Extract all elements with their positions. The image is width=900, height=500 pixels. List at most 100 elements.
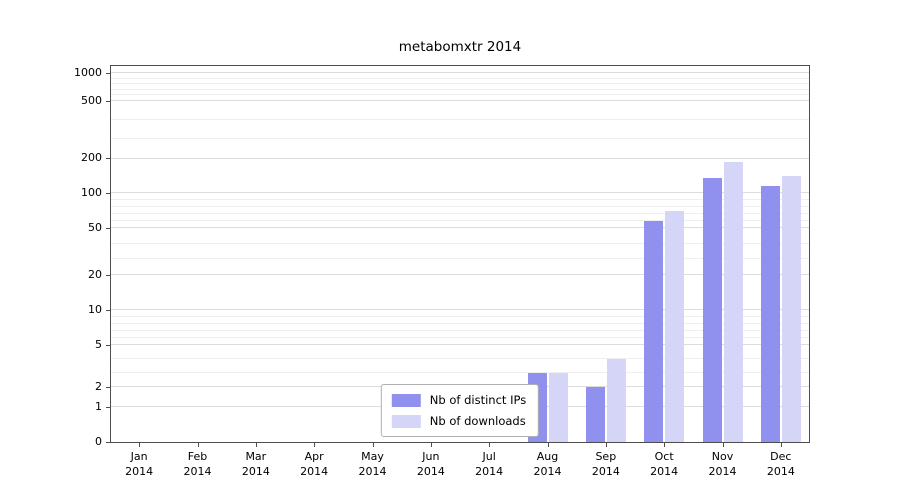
x-tick-mark [722, 443, 724, 447]
legend-label: Nb of distinct IPs [429, 393, 527, 407]
x-tick-mark [430, 443, 432, 447]
gridline [111, 343, 809, 345]
y-tick-mark [106, 442, 110, 443]
bar-downloads-oct [665, 210, 685, 442]
x-tick-month: Dec [770, 450, 792, 463]
x-tick-year: 2014 [241, 465, 270, 478]
x-tick-mark [780, 443, 782, 447]
y-tick-mark [106, 275, 110, 277]
x-tick-year: 2014 [125, 465, 154, 478]
y-tick-mark [106, 344, 110, 346]
x-tick-mark [255, 443, 257, 447]
gridline [111, 329, 809, 331]
y-tick-mark [106, 309, 110, 311]
x-tick-label: Oct 2014 [635, 449, 694, 479]
gridline [111, 199, 809, 201]
legend-swatch-icon [391, 414, 421, 428]
bar-downloads-dec [781, 175, 801, 442]
x-tick-month: Feb [187, 450, 208, 463]
y-tick-label: 5 [95, 337, 102, 351]
y-tick-label: 1 [95, 400, 102, 414]
gridline [111, 88, 809, 90]
legend: Nb of distinct IPs Nb of downloads [380, 384, 540, 437]
x-tick-label: Aug 2014 [518, 449, 577, 479]
gridline [111, 227, 809, 229]
gridline [111, 315, 809, 317]
gridline [111, 77, 809, 79]
x-tick-year: 2014 [300, 465, 329, 478]
x-tick-year: 2014 [650, 465, 679, 478]
y-tick-label: 2 [95, 380, 102, 394]
gridline [111, 336, 809, 338]
y-tick-label: 500 [81, 93, 102, 107]
x-tick-year: 2014 [708, 465, 737, 478]
x-tick-label: Sep 2014 [576, 449, 635, 479]
gridline [111, 119, 809, 121]
y-tick-label: 0 [95, 435, 102, 448]
y-tick-mark [106, 193, 110, 195]
x-tick-year: 2014 [416, 465, 445, 478]
chart-title: metabomxtr 2014 [398, 39, 522, 55]
gridline [111, 138, 809, 140]
x-tick-year: 2014 [591, 465, 620, 478]
y-tick-mark [106, 158, 110, 160]
y-tick-label: 1000 [74, 66, 102, 80]
plot-area: Nb of distinct IPs Nb of downloads [110, 65, 810, 443]
y-tick-label: 100 [81, 186, 102, 200]
x-tick-mark [372, 443, 374, 447]
x-tick-label: Jul 2014 [460, 449, 519, 479]
legend-swatch-icon [391, 393, 421, 407]
y-tick-label: 200 [81, 151, 102, 165]
x-tick-year: 2014 [766, 465, 795, 478]
y-tick-label: 50 [88, 221, 102, 235]
x-tick-month: Oct [654, 450, 674, 463]
x-tick-month: Jan [130, 450, 148, 463]
legend-item: Nb of distinct IPs [391, 393, 527, 407]
x-tick-label: May 2014 [343, 449, 402, 479]
gridline [111, 99, 809, 101]
gridline [111, 94, 809, 96]
gridline [111, 83, 809, 85]
x-tick-label: Feb 2014 [168, 449, 227, 479]
bar-distinct-ips-sep [585, 387, 605, 442]
bar-distinct-ips-dec [760, 186, 780, 442]
x-tick-mark [664, 443, 666, 447]
y-tick-mark [106, 407, 110, 409]
x-tick-month: Jul [482, 450, 496, 463]
gridline [111, 308, 809, 310]
x-tick-month: Mar [245, 450, 267, 463]
y-tick-label: 10 [88, 302, 102, 316]
x-tick-label: Jun 2014 [401, 449, 460, 479]
x-tick-mark [314, 443, 316, 447]
gridline [111, 220, 809, 222]
y-tick-mark [106, 387, 110, 389]
gridline [111, 357, 809, 359]
y-tick-mark [106, 73, 110, 75]
x-tick-month: Aug [536, 450, 559, 463]
gridline [111, 274, 809, 276]
x-tick-year: 2014 [475, 465, 504, 478]
gridline [111, 206, 809, 208]
y-tick-label: 20 [88, 268, 102, 282]
gridline [111, 72, 809, 74]
gridline [111, 192, 809, 194]
gridline [111, 322, 809, 324]
legend-item: Nb of downloads [391, 414, 526, 428]
y-tick-mark [106, 100, 110, 102]
bar-distinct-ips-oct [644, 221, 664, 442]
x-tick-mark [547, 443, 549, 447]
x-tick-month: Sep [595, 450, 617, 463]
bar-downloads-sep [606, 358, 626, 442]
x-tick-label: Jan 2014 [110, 449, 169, 479]
gridline [111, 157, 809, 159]
x-tick-year: 2014 [358, 465, 387, 478]
y-tick-mark [106, 228, 110, 230]
x-tick-label: Dec 2014 [751, 449, 810, 479]
x-tick-month: May [361, 450, 384, 463]
x-tick-year: 2014 [183, 465, 212, 478]
x-tick-mark [197, 443, 199, 447]
bar-downloads-aug [548, 373, 568, 442]
x-tick-month: Nov [711, 450, 734, 463]
x-tick-month: Jun [422, 450, 440, 463]
